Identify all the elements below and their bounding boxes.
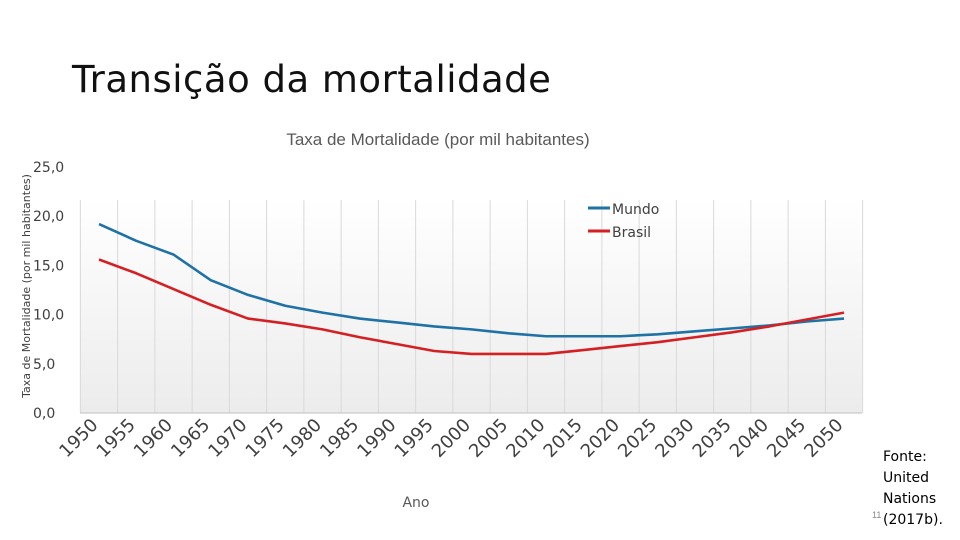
x-axis-label: Ano (402, 495, 429, 511)
x-tick-label: 2000 (428, 415, 475, 462)
chart-legend: Mundo Brasil (588, 202, 659, 241)
plot-area-background (80, 200, 862, 413)
x-tick-label: 2040 (726, 415, 773, 462)
x-tick-label: 2050 (800, 415, 847, 462)
source-note: Fonte: United Nations (2017b). (883, 449, 943, 528)
x-tick-label: 1960 (130, 415, 177, 462)
x-tick-label: 2005 (465, 415, 512, 462)
x-tick-label: 2020 (577, 415, 624, 462)
x-tick-label: 1985 (316, 415, 363, 462)
y-axis-label: Taxa de Mortalidade (por mil habitantes) (20, 174, 33, 399)
x-tick-label: 1970 (204, 415, 251, 462)
chart-title: Taxa de Mortalidade (por mil habitantes) (286, 130, 589, 149)
y-tick-label: 10,0 (33, 308, 64, 324)
y-tick-label: 25,0 (33, 160, 64, 176)
y-tick-label: 0,0 (33, 406, 55, 422)
page-number: 11 (872, 510, 882, 520)
series-line-brasil (98, 258, 845, 356)
legend-label-mundo: Mundo (612, 202, 659, 218)
x-tick-label: 1965 (167, 415, 214, 462)
y-tick-label: 20,0 (33, 209, 64, 225)
x-tick-label: 1975 (242, 415, 289, 462)
x-tick-label: 1990 (353, 415, 400, 462)
x-tick-label: 2035 (689, 415, 736, 462)
series-line-mundo (98, 222, 845, 338)
y-tick-label: 15,0 (33, 258, 64, 274)
x-tick-label: 1995 (391, 415, 438, 462)
x-tick-label: 1955 (93, 415, 140, 462)
legend-label-brasil: Brasil (612, 225, 651, 241)
x-tick-label: 2025 (614, 415, 661, 462)
y-tick-label: 5,0 (33, 357, 55, 373)
x-tick-label: 1980 (279, 415, 326, 462)
x-tick-label: 2015 (540, 415, 587, 462)
x-tick-label: 1950 (55, 415, 102, 462)
x-tick-label: 2010 (502, 415, 549, 462)
slide-title: Transição da mortalidade (72, 58, 552, 101)
x-tick-label: 2045 (763, 415, 810, 462)
x-tick-label: 2030 (651, 415, 698, 462)
